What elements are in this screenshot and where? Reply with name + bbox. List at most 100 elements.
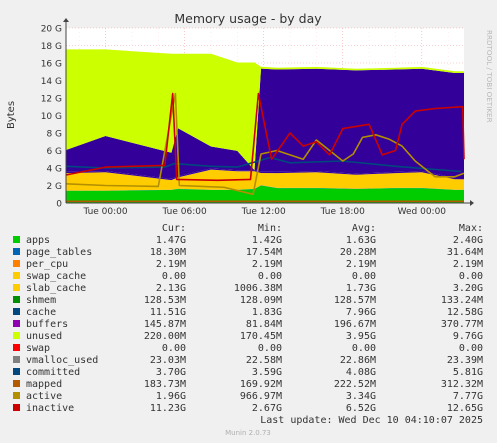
legend-max-value: 3.20G	[453, 283, 483, 294]
legend-swatch	[13, 284, 20, 291]
legend-series-name: unused	[26, 331, 62, 342]
legend-series-name: slab_cache	[26, 283, 86, 294]
legend-min-value: 169.92M	[240, 379, 282, 390]
legend-min-value: 1.83G	[252, 307, 282, 318]
area-apps	[66, 185, 464, 203]
legend-cur-value: 2.19M	[156, 259, 186, 270]
legend-min-value: 3.59G	[252, 367, 282, 378]
legend-min-value: 2.19M	[252, 259, 282, 270]
x-axis-arrow	[470, 200, 474, 206]
y-tick-label: 2 G	[46, 182, 62, 192]
legend-max-value: 312.32M	[441, 379, 483, 390]
legend-min-value: 1006.38M	[234, 283, 282, 294]
area-unused	[66, 49, 464, 171]
legend-series-name: shmem	[26, 295, 56, 306]
legend-min-value: 17.54M	[246, 247, 282, 258]
legend-max-value: 12.58G	[447, 307, 483, 318]
axes: 0 2 G 4 G 6 G 8 G 10 G 12 G 14 G 16 G 18 G 20 G Tue…	[41, 18, 474, 217]
legend-max-value: 5.81G	[453, 367, 483, 378]
legend-series-name: swap_cache	[26, 271, 86, 282]
legend-cur-value: 11.23G	[150, 403, 186, 414]
legend-avg-value: 4.08G	[346, 367, 376, 378]
legend-swatch	[13, 332, 20, 339]
legend-avg-value: 1.63G	[346, 235, 376, 246]
legend-swatch	[13, 260, 20, 267]
legend-series-name: per_cpu	[26, 259, 68, 270]
legend-min-value: 22.58M	[246, 355, 282, 366]
legend-series-name: cache	[26, 307, 56, 318]
legend-avg-value: 0.00	[352, 271, 376, 282]
legend-cur-value: 3.70G	[156, 367, 186, 378]
y-tick-label: 0	[56, 200, 62, 210]
legend-avg-value: 196.67M	[334, 319, 376, 330]
legend-series-name: committed	[26, 367, 80, 378]
x-tick-label: Tue 06:00	[162, 207, 207, 217]
legend-avg-value: 7.96G	[346, 307, 376, 318]
x-tick-label: Tue 12:00	[241, 207, 286, 217]
legend-swatch	[13, 392, 20, 399]
legend-min-value: 0.00	[258, 343, 282, 354]
legend-series-name: inactive	[26, 403, 74, 414]
legend-avg-value: 22.86M	[340, 355, 376, 366]
line-inactive	[65, 92, 465, 182]
x-tick-label: Tue 00:00	[82, 207, 127, 217]
legend-header: Cur:	[162, 223, 186, 234]
legend-swatch	[13, 296, 20, 303]
legend-swatch	[13, 356, 20, 363]
legend-avg-value: 3.95G	[346, 331, 376, 342]
legend-series-name: buffers	[26, 319, 68, 330]
munin-version-footer: Munin 2.0.73	[225, 429, 271, 437]
legend-min-value: 170.45M	[240, 331, 282, 342]
rrdtool-side-label: RRDTOOL / TOBI OETIKER	[485, 30, 494, 123]
legend-min-value: 0.00	[258, 271, 282, 282]
legend-max-value: 9.76G	[453, 331, 483, 342]
legend-swatch	[13, 236, 20, 243]
legend-cur-value: 0.00	[162, 271, 186, 282]
legend-avg-value: 6.52G	[346, 403, 376, 414]
x-tick-label: Tue 18:00	[320, 207, 365, 217]
legend-swatch	[13, 248, 20, 255]
legend-swatch	[13, 272, 20, 279]
y-axis-label: Bytes	[6, 101, 17, 129]
legend-cur-value: 23.03M	[150, 355, 186, 366]
legend-min-value: 128.09M	[240, 295, 282, 306]
y-tick-label: 6 G	[46, 147, 62, 157]
legend-series-name: vmalloc_used	[26, 355, 98, 366]
legend-max-value: 2.40G	[453, 235, 483, 246]
legend-cur-value: 11.51G	[150, 307, 186, 318]
legend-cur-value: 145.87M	[144, 319, 186, 330]
line-committed	[65, 156, 462, 173]
legend-avg-value: 222.52M	[334, 379, 376, 390]
legend-avg-value: 128.57M	[334, 295, 376, 306]
legend-cur-value: 1.47G	[156, 235, 186, 246]
legend-header: Max:	[459, 223, 483, 234]
legend-max-value: 31.64M	[447, 247, 483, 258]
legend-max-value: 0.00	[459, 271, 483, 282]
legend-series-name: mapped	[26, 379, 62, 390]
legend-series-name: apps	[26, 235, 50, 246]
last-update-text: Last update: Wed Dec 10 04:10:07 2025	[260, 415, 483, 426]
area-slab-cache	[66, 169, 464, 191]
y-tick-label: 14 G	[41, 77, 62, 87]
line-active	[65, 92, 465, 196]
legend-max-value: 23.39M	[447, 355, 483, 366]
y-axis-arrow	[63, 18, 69, 22]
legend-max-value: 370.77M	[441, 319, 483, 330]
legend-avg-value: 20.28M	[340, 247, 376, 258]
legend-swatch	[13, 404, 20, 411]
y-tick-label: 16 G	[41, 60, 62, 70]
legend-max-value: 2.19M	[453, 259, 483, 270]
legend-swatch	[13, 368, 20, 375]
legend-max-value: 12.65G	[447, 403, 483, 414]
legend-series-name: swap	[26, 343, 50, 354]
legend-max-value: 7.77G	[453, 391, 483, 402]
y-tick-label: 20 G	[41, 25, 62, 35]
y-tick-label: 4 G	[46, 165, 62, 175]
y-tick-label: 18 G	[41, 42, 62, 52]
legend-series-name: active	[26, 391, 62, 402]
legend-avg-value: 2.19M	[346, 259, 376, 270]
legend-min-value: 81.84M	[246, 319, 282, 330]
legend-max-value: 133.24M	[441, 295, 483, 306]
legend-swatch	[13, 380, 20, 387]
